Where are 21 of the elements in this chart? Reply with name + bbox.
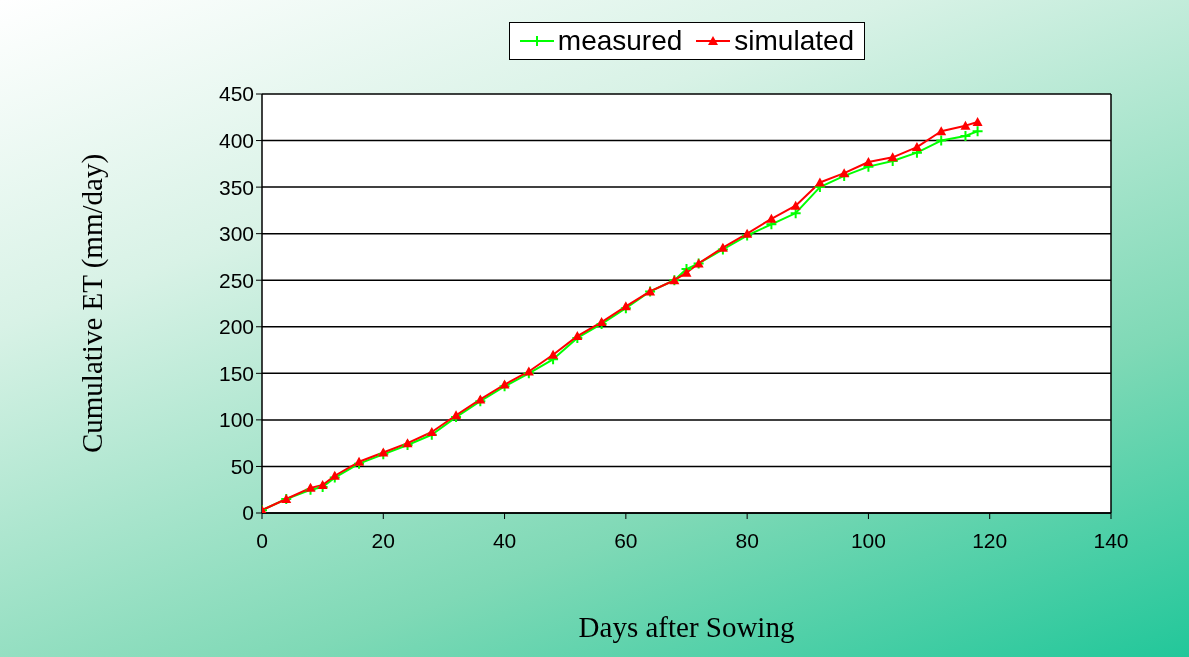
y-axis-title: Cumulative ET (mm/day) [76,153,110,454]
x-axis-title: Days after Sowing [578,611,795,643]
y-tick-label: 450 [218,82,254,106]
x-tick-label: 20 [371,528,395,552]
legend-label: measured [557,25,683,57]
x-tick-label: 140 [1093,528,1129,552]
y-tick-label: 350 [218,175,254,199]
legend-label: simulated [734,25,855,57]
x-tick-label: 40 [492,528,517,552]
x-tick-label: 100 [850,528,886,552]
y-tick-label: 200 [218,315,254,339]
y-tick-label: 50 [230,454,254,478]
y-tick-label: 150 [218,361,254,385]
y-tick-label: 300 [218,222,254,246]
x-tick-label: 120 [972,528,1008,552]
x-tick-label: 80 [735,528,759,552]
y-tick-label: 400 [218,129,254,153]
y-tick-label: 250 [218,268,254,292]
y-tick-label: 0 [242,501,254,525]
x-tick-label: 60 [614,528,638,552]
y-tick-label: 100 [218,408,254,432]
